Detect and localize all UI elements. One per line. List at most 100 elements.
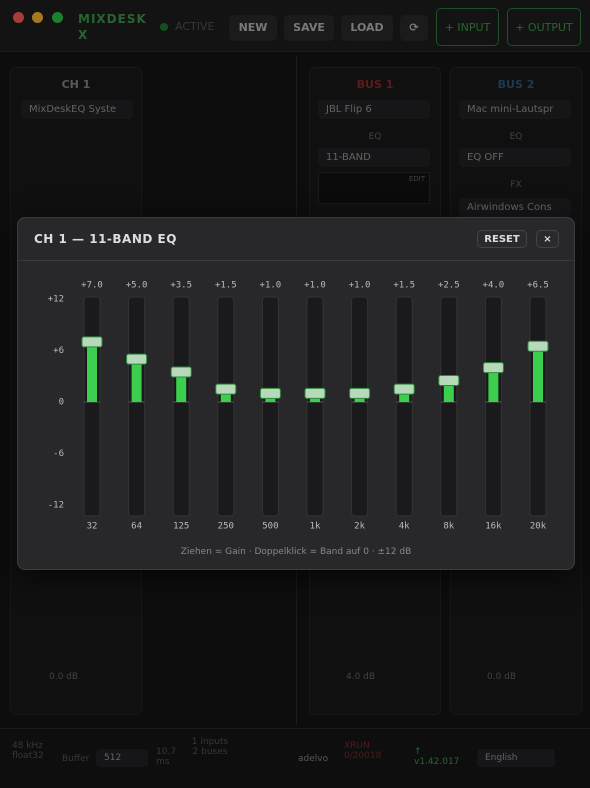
slider-handle [527,340,549,352]
value-label: +4.0 [483,281,505,291]
dialog-title: CH 1 — 11-BAND EQ [34,232,177,246]
slider-handle [81,336,103,348]
freq-label: 20k [530,522,547,532]
refresh-button[interactable]: ⟳ [400,15,428,41]
slider-track [529,296,547,517]
add-input[interactable]: + INPUT [436,8,499,46]
slider-track [440,296,458,517]
y-tick-label: -6 [53,449,64,459]
device-select[interactable]: JBL Flip 6 [318,100,430,119]
gain-bar [443,380,454,402]
freq-label: 4k [399,522,410,532]
save-button[interactable]: SAVE [284,15,334,41]
new-button[interactable]: NEW [229,15,277,41]
status-bar: 48 kHz float32 Buffer 512 10.7 ms 1 inpu… [0,728,590,788]
freq-label: 2k [354,522,365,532]
eq-dialog: CH 1 — 11-BAND EQ RESET × +12 +6 0 -6 -12 +7.… [17,217,575,570]
title-bar: MIXDESK X ACTIVE NEW SAVE LOAD ⟳ + INPUT… [0,0,590,52]
slider-handle [126,353,148,365]
slider-track [484,296,502,517]
value-label: +1.0 [304,281,326,291]
eq-preview[interactable]: EDIT [318,172,430,204]
slider-handle [170,366,192,378]
eq-select[interactable]: EQ OFF [459,148,571,167]
value-label: +7.0 [81,281,103,291]
fx-select[interactable]: Airwindows Cons [459,198,571,217]
value-label: +1.0 [349,281,371,291]
value-label: +2.5 [438,281,460,291]
add-output[interactable]: + OUTPUT [507,8,581,46]
freq-label: 125 [173,522,189,532]
value-label: +1.5 [215,281,237,291]
buffer-label: Buffer [62,754,90,764]
format: 48 kHz float32 [12,741,44,761]
gain-bar [87,341,97,402]
slider-handle [482,362,504,374]
edit: EDIT [408,175,425,183]
y-tick-label: +12 [48,295,64,305]
language-select[interactable]: English [477,749,555,767]
gain-bar [399,389,410,402]
eq-select[interactable]: 11-BAND [318,148,430,167]
slider-handle [349,387,371,399]
value-label: +1.0 [260,281,282,291]
app-name: MIXDESK X [78,12,147,42]
freq-label: 1k [310,522,321,532]
freq-label: 32 [87,522,98,532]
freq-label: 16k [485,522,502,532]
eq-label: EQ [368,132,382,142]
slider-track [172,296,190,517]
latency: 10.7 ms [156,747,177,767]
slider-handle [304,387,326,399]
value-label: +5.0 [126,281,148,291]
max-dot[interactable] [52,12,63,23]
y-tick-label: 0 [59,398,64,408]
eq-chart: +12 +6 0 -6 -12 +7.0 32 +5.0 64 +3.5 125 +1.5 250 +1.… [48,281,549,532]
level: 0.0 dB [487,672,517,682]
slider-track [128,296,146,517]
slider-handle [438,375,460,387]
freq-label: 500 [262,522,278,532]
slider-track [217,296,235,517]
y-tick-label: +6 [53,346,64,356]
freq-label: 64 [131,522,142,532]
status-dot [160,23,168,31]
status: ACTIVE [175,20,215,33]
gain-bar [220,389,231,402]
reset-button[interactable]: RESET [477,230,527,248]
slider-handle [259,387,281,399]
slider-track [351,296,369,517]
freq-label: 8k [443,522,454,532]
level: 0.0 dB [49,672,79,682]
slider-track [395,296,413,517]
min-dot[interactable] [32,12,43,23]
close-button[interactable]: × [536,230,559,248]
buffer-select[interactable]: 512 [96,749,148,767]
y-tick-label: -12 [48,501,64,511]
gain-bar [533,346,543,402]
hint: Ziehen = Gain · Doppelklick = Band auf 0… [180,547,412,557]
strip-name: BUS 2 [497,78,535,91]
gain-bar [176,371,187,402]
slider-track [83,296,101,517]
slider-handle [215,383,237,395]
close-dot[interactable] [13,12,24,23]
eq-label: EQ [509,132,523,142]
value-label: +3.5 [170,281,192,291]
device-select[interactable]: MixDeskEQ Syste [21,100,133,119]
gain-bar [488,367,499,402]
freq-label: 250 [218,522,234,532]
gain-bar [131,359,142,402]
strip-name: BUS 1 [356,78,394,91]
brand: adelvo [298,754,329,764]
load-button[interactable]: LOAD [341,15,393,41]
io: 1 inputs 2 buses [191,737,229,757]
value-label: +6.5 [527,281,549,291]
device-select[interactable]: Mac mini-Lautspr [459,100,571,119]
value-label: +1.5 [393,281,415,291]
strip-name: CH 1 [61,78,91,91]
slider-handle [393,383,415,395]
slider-track [306,296,324,517]
version: ↑ v1.42.017 [414,747,460,767]
